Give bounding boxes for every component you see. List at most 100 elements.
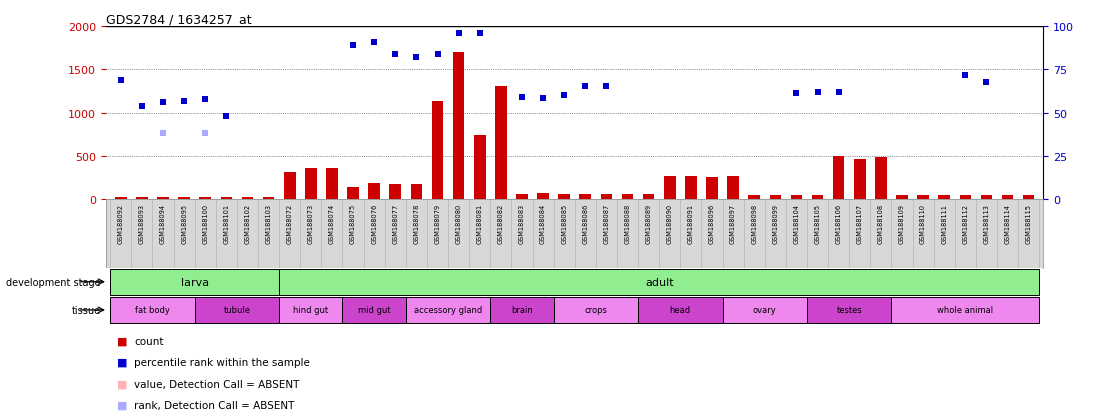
Bar [490, 297, 554, 323]
Bar [157, 197, 169, 200]
Text: GSM188092: GSM188092 [118, 203, 124, 243]
Text: GSM188104: GSM188104 [793, 203, 799, 243]
Bar [749, 196, 760, 200]
Bar [411, 185, 422, 200]
Text: adult: adult [645, 277, 674, 287]
Text: ■: ■ [117, 400, 127, 410]
Bar [537, 193, 549, 200]
Text: GSM188108: GSM188108 [878, 203, 884, 243]
Text: GSM188081: GSM188081 [477, 203, 483, 243]
Bar [343, 297, 406, 323]
Text: GSM188079: GSM188079 [434, 203, 441, 243]
Text: accessory gland: accessory gland [414, 306, 482, 315]
Text: brain: brain [511, 306, 532, 315]
Bar [110, 297, 194, 323]
Text: development stage: development stage [6, 277, 100, 287]
Text: GSM188099: GSM188099 [772, 203, 778, 243]
Text: GSM188106: GSM188106 [836, 203, 841, 243]
Bar [179, 197, 190, 200]
Bar [960, 196, 971, 200]
Bar [262, 197, 275, 200]
Bar [685, 177, 696, 200]
Bar [110, 269, 279, 295]
Bar [706, 178, 718, 200]
Bar [854, 160, 866, 200]
Bar [283, 173, 296, 200]
Text: GSM188096: GSM188096 [709, 203, 715, 243]
Text: GSM188112: GSM188112 [962, 203, 969, 243]
Text: GSM188083: GSM188083 [519, 203, 525, 243]
Bar [875, 157, 887, 200]
Text: GSM188115: GSM188115 [1026, 203, 1031, 243]
Bar [136, 197, 147, 200]
Bar [722, 297, 807, 323]
Text: ■: ■ [117, 357, 127, 367]
Text: crops: crops [585, 306, 607, 315]
Text: ovary: ovary [753, 306, 777, 315]
Bar [770, 196, 781, 200]
Text: GSM188093: GSM188093 [138, 203, 145, 243]
Text: GDS2784 / 1634257_at: GDS2784 / 1634257_at [106, 13, 251, 26]
Text: GSM188076: GSM188076 [372, 203, 377, 243]
Text: head: head [670, 306, 691, 315]
Text: GSM188078: GSM188078 [413, 203, 420, 243]
Text: GSM188085: GSM188085 [561, 203, 567, 243]
Bar [200, 197, 211, 200]
Text: GSM188082: GSM188082 [498, 203, 503, 243]
Bar [242, 197, 253, 200]
Text: rank, Detection Call = ABSENT: rank, Detection Call = ABSENT [134, 400, 295, 410]
Bar [326, 169, 338, 200]
Bar [892, 297, 1039, 323]
Bar [579, 195, 591, 200]
Text: GSM188091: GSM188091 [687, 203, 694, 243]
Bar [368, 184, 379, 200]
Bar [600, 195, 613, 200]
Bar [406, 297, 490, 323]
Bar [1002, 196, 1013, 200]
Bar [917, 196, 929, 200]
Text: percentile rank within the sample: percentile rank within the sample [134, 357, 310, 367]
Text: mid gut: mid gut [358, 306, 391, 315]
Bar [554, 297, 638, 323]
Text: GSM188087: GSM188087 [604, 203, 609, 243]
Text: GSM188077: GSM188077 [393, 203, 398, 243]
Bar [115, 197, 126, 200]
Bar [279, 269, 1039, 295]
Bar [833, 157, 845, 200]
Text: larva: larva [181, 277, 209, 287]
Text: GSM188094: GSM188094 [160, 203, 166, 243]
Text: GSM188086: GSM188086 [583, 203, 588, 243]
Text: GSM188075: GSM188075 [350, 203, 356, 243]
Text: GSM188113: GSM188113 [983, 203, 990, 243]
Bar [790, 196, 802, 200]
Bar [389, 184, 401, 200]
Text: GSM188111: GSM188111 [941, 203, 947, 243]
Text: GSM188088: GSM188088 [625, 203, 631, 243]
Text: GSM188089: GSM188089 [646, 203, 652, 243]
Text: GSM188097: GSM188097 [730, 203, 737, 243]
Bar [496, 87, 507, 200]
Bar [558, 194, 570, 200]
Bar [432, 101, 443, 200]
Text: GSM188102: GSM188102 [244, 203, 250, 243]
Bar [474, 136, 485, 200]
Bar [347, 188, 359, 200]
Text: fat body: fat body [135, 306, 170, 315]
Bar [807, 297, 892, 323]
Bar [664, 176, 675, 200]
Text: value, Detection Call = ABSENT: value, Detection Call = ABSENT [134, 379, 299, 389]
Text: count: count [134, 336, 163, 346]
Text: GSM188080: GSM188080 [455, 203, 462, 243]
Bar [622, 195, 634, 200]
Text: tissue: tissue [71, 305, 100, 315]
Text: ■: ■ [117, 336, 127, 346]
Text: ■: ■ [117, 379, 127, 389]
Bar [896, 196, 907, 200]
Bar [638, 297, 722, 323]
Bar [194, 297, 279, 323]
Text: GSM188073: GSM188073 [308, 203, 314, 243]
Bar [939, 196, 950, 200]
Text: GSM188090: GSM188090 [666, 203, 673, 243]
Bar [453, 53, 464, 200]
Text: GSM188072: GSM188072 [287, 203, 292, 243]
